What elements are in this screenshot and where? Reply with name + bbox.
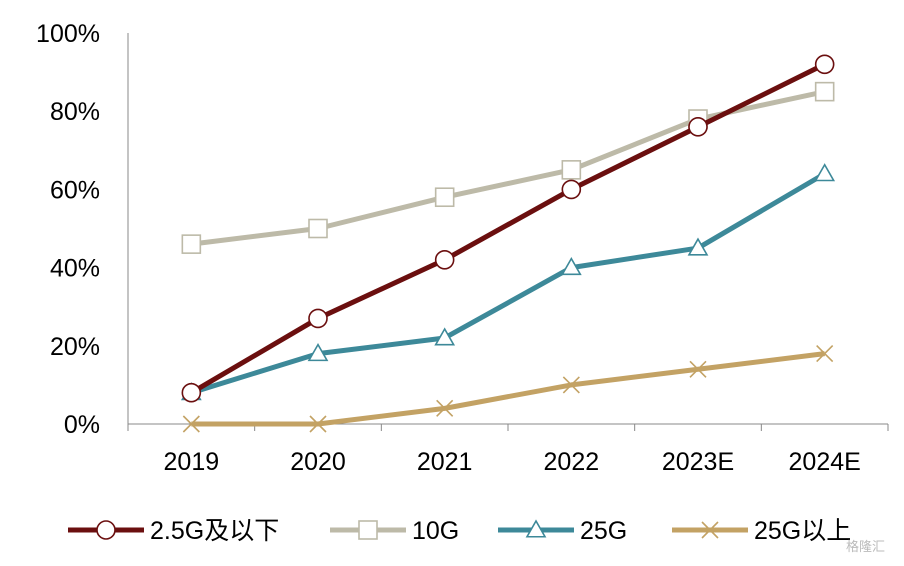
data-point <box>181 234 202 254</box>
data-point <box>814 163 836 182</box>
legend-marker <box>701 521 719 539</box>
data-point <box>434 327 456 346</box>
data-point <box>436 399 454 417</box>
series-0 <box>181 54 835 403</box>
y-tick-label: 60% <box>50 176 100 204</box>
legend-item: 25G <box>498 517 627 545</box>
x-marker-stroke <box>562 376 580 394</box>
legend-label: 2.5G及以下 <box>150 517 279 545</box>
data-point <box>182 415 200 433</box>
legend-item: 10G <box>330 517 459 545</box>
data-point <box>561 179 582 200</box>
data-point <box>816 345 834 363</box>
x-tick-label: 2020 <box>290 448 346 476</box>
x-tick-label: 2023E <box>662 448 734 476</box>
y-tick-label: 20% <box>50 333 100 361</box>
x-marker-stroke <box>309 415 327 433</box>
watermark: 格隆汇 <box>846 539 885 554</box>
legend-marker <box>96 520 116 540</box>
legend-label: 25G以上 <box>754 517 851 545</box>
legend-item: 2.5G及以下 <box>68 517 279 545</box>
series-line <box>191 89 826 247</box>
data-point <box>307 343 329 362</box>
data-point <box>308 218 328 239</box>
x-marker-stroke <box>701 521 719 539</box>
series-line <box>190 62 826 395</box>
data-point <box>814 81 835 102</box>
x-tick-label: 2019 <box>164 448 220 476</box>
series-3 <box>182 345 834 433</box>
x-marker-stroke <box>182 415 200 433</box>
legend-marker <box>358 520 378 540</box>
x-tick-label: 2021 <box>417 448 473 476</box>
legend-marker <box>525 519 547 538</box>
x-tick-label: 2024E <box>789 448 861 476</box>
data-point <box>181 382 202 403</box>
x-marker-stroke <box>816 345 834 363</box>
series-line <box>191 351 825 427</box>
x-marker-stroke <box>689 360 707 378</box>
y-tick-label: 0% <box>64 411 100 439</box>
x-tick-label: 2022 <box>544 448 600 476</box>
data-point <box>309 415 327 433</box>
legend-label: 10G <box>412 517 459 545</box>
data-point <box>560 256 582 276</box>
data-point <box>814 54 835 75</box>
legend-item: 25G以上 <box>672 517 851 545</box>
data-point <box>561 160 582 180</box>
y-tick-label: 40% <box>50 255 100 283</box>
y-tick-label: 100% <box>36 20 100 48</box>
data-point <box>689 360 707 378</box>
data-point <box>687 237 709 256</box>
data-point <box>308 308 328 329</box>
data-point <box>688 117 708 137</box>
legend-label: 25G <box>580 517 627 545</box>
data-point <box>434 187 455 208</box>
y-tick-label: 80% <box>50 98 100 126</box>
series-line <box>190 171 826 396</box>
data-point <box>562 376 580 394</box>
data-point <box>434 249 455 270</box>
x-marker-stroke <box>436 399 454 417</box>
